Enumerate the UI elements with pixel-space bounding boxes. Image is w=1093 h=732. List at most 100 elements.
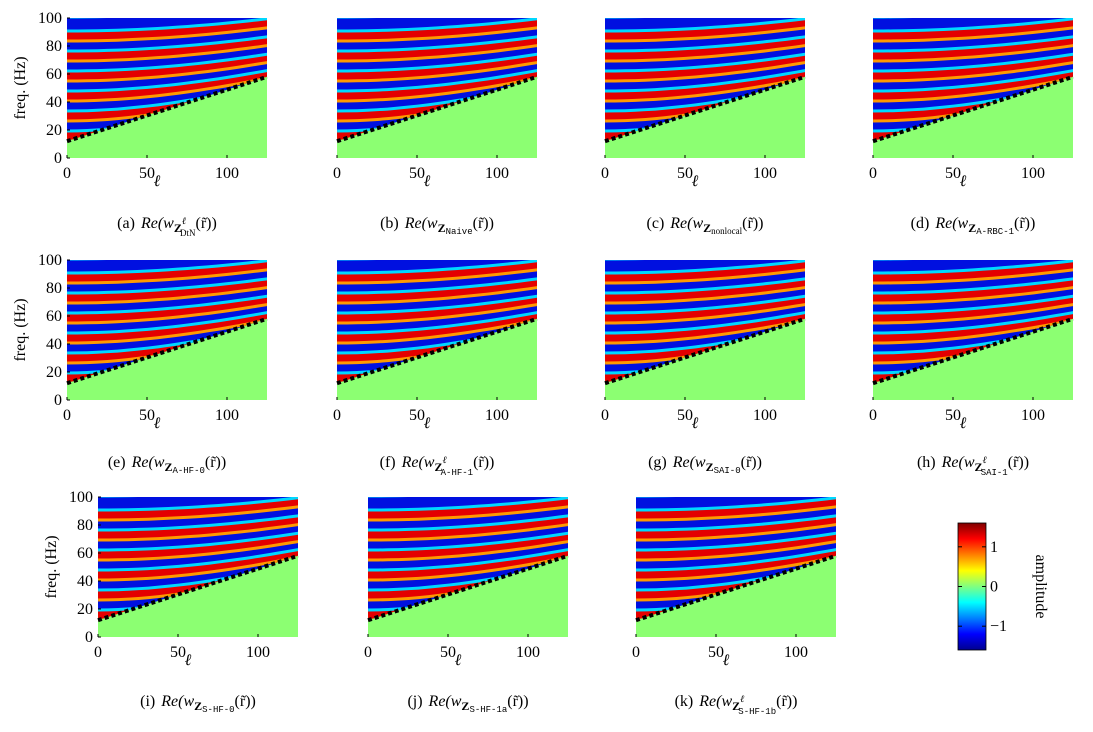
y-tick-label: 0 [54,150,62,167]
heatmap-image [605,18,805,158]
y-tick-label: 100 [38,10,62,27]
caption-label: (k) [675,693,694,710]
caption-post: (r̃)) [1008,454,1029,471]
band [636,497,836,519]
y-tick-label: 0 [85,629,93,646]
caption-label: (j) [407,693,422,710]
caption-label: (f) [380,454,396,471]
caption: (i) Re(wZS-HF-0(r̃)) [140,693,256,715]
band [337,266,537,292]
band [98,512,298,539]
colorbar-tick-label: 1 [990,539,998,556]
band [337,260,537,272]
caption-pre: Re(w [131,454,165,471]
band [605,275,805,302]
caption-pre: Re(w [669,215,703,232]
y-tick-label: 60 [46,308,62,325]
colorbar-label: amplitude [1032,555,1049,619]
x-tick-label: 0 [869,165,877,182]
caption: (f) Re(wZℓ A-HF-1(r̃)) [380,454,495,478]
band [873,18,1073,40]
y-axis-label: freq. (Hz) [12,298,29,361]
band [636,497,836,509]
cutoff-line [367,553,569,623]
band [605,50,805,80]
x-tick-label: 50 [139,407,155,424]
x-tick-label: 100 [485,407,509,424]
heatmap-image [67,18,267,158]
band [605,33,805,60]
caption: (h) Re(wZℓ SAI-1(r̃)) [917,454,1029,478]
caption-pre: Re(w [934,215,968,232]
band [873,283,1073,312]
caption: (b) Re(wZNaive(r̃)) [380,215,494,237]
caption-symbol: Z [975,460,983,474]
x-tick-label: 100 [1021,407,1045,424]
band [67,41,267,70]
x-tick-label: 100 [215,165,239,182]
x-tick-label: 50 [945,407,961,424]
panel: 0 50 100 ℓ (g) Re(wZSAI-0(r̃)) [601,260,806,476]
x-tick-label: 0 [869,407,877,424]
x-tick-label: 50 [708,644,724,661]
caption-pre: Re(w [941,454,975,471]
x-tick-label: 50 [945,165,961,182]
x-tick-label: 0 [63,165,71,182]
caption-pre: Re(w [428,693,462,710]
caption-pre: Re(w [672,454,706,471]
band [337,275,537,302]
y-tick-label: 40 [46,94,62,111]
y-tick-label: 80 [77,517,93,534]
caption-sub: SAI-0 [714,466,741,476]
caption-sub: Naive [446,227,473,237]
band [368,520,568,549]
x-tick-label: 0 [601,165,609,182]
caption: (e) Re(wZA-HF-0(r̃)) [108,454,226,476]
band [873,292,1073,322]
x-axis-label: ℓ [960,415,967,432]
y-axis-label: freq. (Hz) [12,56,29,119]
x-axis-label: ℓ [424,415,431,432]
x-tick-label: 100 [753,165,777,182]
x-axis-label: ℓ [154,173,161,190]
caption-sub: S-HF-1a [469,705,507,715]
band [67,50,267,80]
x-tick-label: 50 [139,165,155,182]
x-tick-label: 0 [601,407,609,424]
band [337,50,537,80]
panel: 0 50 100 ℓ (d) Re(wZA-RBC-1(r̃)) [869,18,1074,237]
band [873,18,1073,30]
band [368,529,568,559]
caption-post: (r̃)) [1014,215,1035,232]
band [605,18,805,40]
band [67,292,267,322]
band [368,497,568,509]
band [98,503,298,529]
x-tick-label: 50 [409,165,425,182]
band [873,266,1073,292]
band [873,275,1073,302]
x-axis-label: ℓ [692,173,699,190]
panel: 0 50 100 ℓ (c) Re(wZnonlocal(r̃)) [601,18,806,236]
band [605,292,805,322]
band [337,260,537,282]
band [67,275,267,302]
y-tick-label: 60 [46,66,62,83]
x-axis-label: ℓ [185,652,192,669]
heatmap-image [67,260,267,400]
band [67,24,267,50]
heatmap-image [605,260,805,400]
heatmap-image [337,18,537,158]
caption: (g) Re(wZSAI-0(r̃)) [648,454,762,476]
x-axis-label: ℓ [455,652,462,669]
band [98,497,298,519]
y-tick-label: 20 [77,601,93,618]
band [873,260,1073,272]
heatmap-image [368,497,568,637]
caption-sub: A-HF-1 [441,468,473,478]
band [605,260,805,272]
panel: 0 50 100 ℓ (b) Re(wZNaive(r̃)) [333,18,538,237]
y-tick-label: 40 [77,573,93,590]
caption-sub: S-HF-0 [202,705,234,715]
